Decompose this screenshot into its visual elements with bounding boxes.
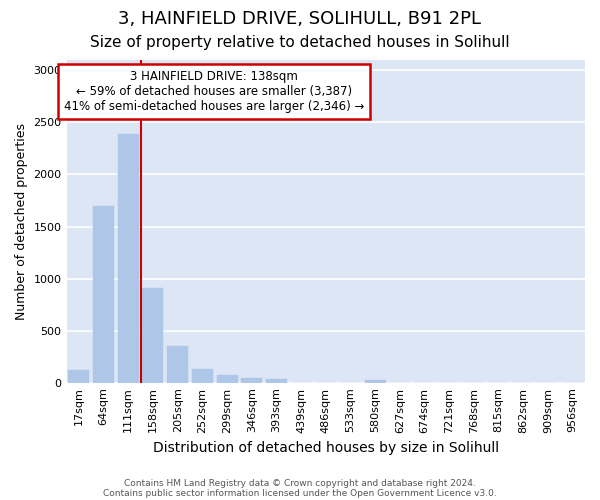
- Bar: [266, 379, 287, 382]
- Bar: [167, 346, 188, 383]
- Bar: [241, 378, 262, 382]
- Text: 3 HAINFIELD DRIVE: 138sqm
← 59% of detached houses are smaller (3,387)
41% of se: 3 HAINFIELD DRIVE: 138sqm ← 59% of detac…: [64, 70, 364, 112]
- Text: Contains HM Land Registry data © Crown copyright and database right 2024.: Contains HM Land Registry data © Crown c…: [124, 478, 476, 488]
- Bar: [68, 370, 89, 382]
- Bar: [142, 288, 163, 382]
- Y-axis label: Number of detached properties: Number of detached properties: [15, 123, 28, 320]
- Text: Contains public sector information licensed under the Open Government Licence v3: Contains public sector information licen…: [103, 488, 497, 498]
- Bar: [365, 380, 386, 382]
- Bar: [93, 206, 114, 382]
- Bar: [192, 369, 213, 382]
- Bar: [118, 134, 139, 382]
- Text: 3, HAINFIELD DRIVE, SOLIHULL, B91 2PL: 3, HAINFIELD DRIVE, SOLIHULL, B91 2PL: [119, 10, 482, 28]
- X-axis label: Distribution of detached houses by size in Solihull: Distribution of detached houses by size …: [153, 441, 499, 455]
- Text: Size of property relative to detached houses in Solihull: Size of property relative to detached ho…: [90, 35, 510, 50]
- Bar: [217, 375, 238, 382]
